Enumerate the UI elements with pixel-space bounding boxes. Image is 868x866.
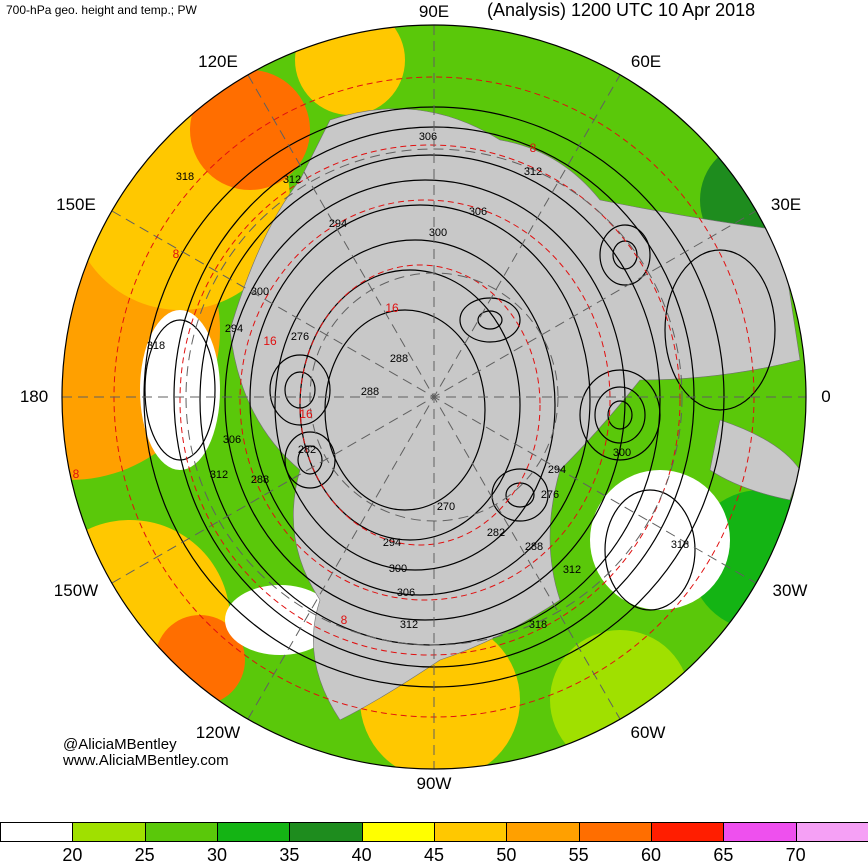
legend-swatch bbox=[144, 822, 218, 842]
height-contour-label: 306 bbox=[223, 434, 241, 446]
height-contour-label: 306 bbox=[469, 206, 487, 218]
height-contour-label: 300 bbox=[429, 227, 447, 239]
legend-tick-label: 25 bbox=[134, 845, 155, 865]
legend-swatch bbox=[217, 822, 291, 842]
longitude-label: 60E bbox=[631, 52, 661, 71]
longitude-label: 90W bbox=[417, 774, 452, 793]
longitude-label: 180 bbox=[20, 387, 48, 406]
credit-website: www.AliciaMBentley.com bbox=[63, 752, 229, 769]
longitude-label: 120E bbox=[198, 52, 238, 71]
temperature-contour-label: 8 bbox=[530, 141, 537, 155]
legend-swatch bbox=[795, 822, 868, 842]
height-contour-label: 312 bbox=[400, 619, 418, 631]
height-contour-label: 312 bbox=[283, 174, 301, 186]
temperature-contour-label: 8 bbox=[73, 467, 80, 481]
legend-tick-label: 35 bbox=[279, 845, 300, 865]
height-contour-label: 312 bbox=[524, 166, 542, 178]
longitude-label: 30W bbox=[773, 581, 808, 600]
map-title: (Analysis) 1200 UTC 10 Apr 2018 bbox=[487, 0, 756, 20]
temperature-contour-label: 16 bbox=[263, 334, 277, 348]
legend-swatch bbox=[651, 822, 725, 842]
legend-tick-label: 30 bbox=[206, 845, 228, 865]
height-contour-label: 288 bbox=[390, 353, 408, 365]
legend-swatch bbox=[72, 822, 146, 842]
height-contour-label: 318 bbox=[147, 340, 165, 352]
height-contour-label: 282 bbox=[298, 444, 316, 456]
legend-tick-label: 45 bbox=[423, 845, 445, 865]
legend-tick-label: 55 bbox=[568, 845, 589, 865]
legend-swatch bbox=[723, 822, 797, 842]
contour-labels: 306 312 312 306 300 294 300 294 276 288 288 282 288 3… bbox=[73, 131, 690, 631]
height-contour-label: 294 bbox=[225, 323, 243, 335]
height-contour-label: 312 bbox=[563, 564, 581, 576]
longitude-label: 150W bbox=[54, 581, 98, 600]
height-contour-label: 282 bbox=[487, 527, 505, 539]
legend-tick-label: 50 bbox=[496, 845, 517, 865]
longitude-label: 0 bbox=[821, 387, 830, 406]
height-contour-label: 312 bbox=[210, 469, 228, 481]
legend-tick-label: 40 bbox=[351, 845, 372, 865]
pw-color-legend bbox=[0, 822, 868, 844]
height-contour-label: 294 bbox=[383, 537, 401, 549]
longitude-label: 60W bbox=[631, 723, 666, 742]
longitude-label: 30E bbox=[771, 195, 801, 214]
land-masses bbox=[229, 108, 801, 721]
legend-swatch bbox=[0, 822, 74, 842]
height-contour-label: 318 bbox=[529, 619, 547, 631]
legend-tick-label: 20 bbox=[62, 845, 83, 865]
height-contour-label: 318 bbox=[671, 539, 689, 551]
temperature-contour-label: 16 bbox=[299, 407, 313, 421]
height-contour-label: 318 bbox=[176, 171, 194, 183]
height-contour-label: 306 bbox=[397, 587, 415, 599]
legend-swatch bbox=[289, 822, 363, 842]
graticule bbox=[62, 25, 806, 769]
longitude-label: 150E bbox=[56, 195, 96, 214]
legend-swatch bbox=[506, 822, 580, 842]
legend-swatch bbox=[361, 822, 435, 842]
legend-swatch bbox=[434, 822, 508, 842]
temperature-contour-label: 8 bbox=[173, 247, 180, 261]
height-contour-label: 288 bbox=[525, 541, 543, 553]
height-contour-label: 270 bbox=[437, 501, 455, 513]
legend-swatch bbox=[578, 822, 652, 842]
height-contour-label: 300 bbox=[251, 286, 269, 298]
height-contour-label: 306 bbox=[419, 131, 437, 143]
longitude-label: 120W bbox=[196, 723, 240, 742]
map-subtitle: 700-hPa geo. height and temp.; PW bbox=[6, 3, 197, 17]
credit-handle: @AliciaMBentley bbox=[63, 736, 177, 753]
height-contour-label: 300 bbox=[613, 447, 631, 459]
temperature-contour-label: 16 bbox=[385, 301, 399, 315]
longitude-label: 90E bbox=[419, 2, 449, 21]
map-border bbox=[61, 24, 807, 770]
legend-tick-label: 65 bbox=[713, 845, 734, 865]
height-contour-label: 276 bbox=[291, 331, 309, 343]
height-contour-label: 294 bbox=[548, 464, 566, 476]
temperature-contour-label: 8 bbox=[341, 613, 348, 627]
height-contour-label: 276 bbox=[541, 489, 559, 501]
height-contour-label: 288 bbox=[251, 474, 269, 486]
height-contour-label: 294 bbox=[329, 218, 347, 230]
height-contour-label: 300 bbox=[389, 563, 407, 575]
height-contour-label: 288 bbox=[361, 386, 379, 398]
legend-tick-label: 60 bbox=[640, 845, 662, 865]
legend-tick-label: 70 bbox=[785, 845, 806, 865]
longitude-labels: 90E 60E 30E 0 30W 60W 90W 120W 150W 180 150E 120E bbox=[20, 2, 831, 793]
